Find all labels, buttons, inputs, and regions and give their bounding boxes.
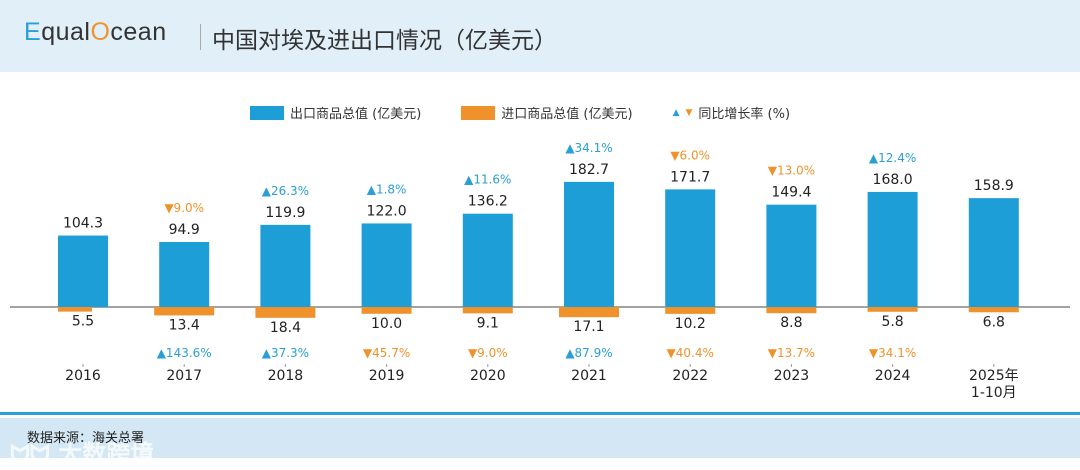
import-growth-label: ▲37.3% [262,346,309,360]
export-bar [462,213,513,307]
import-bar [58,307,92,312]
export-growth-label: ▼6.0% [670,148,710,162]
import-growth-label: ▼45.7% [363,346,410,360]
x-tick-label: 2022 [672,368,708,384]
export-growth-label: ▲34.1% [565,141,612,155]
import-bar [559,307,619,318]
data-source: 数据来源：海关总署 [27,431,145,446]
import-growth-label: ▼9.0% [468,346,508,360]
import-value-label: 8.8 [780,315,802,331]
export-value-label: 104.3 [63,216,103,232]
chart: 104.3 5.5 2016 94.9 ▼9.0% 13.4 ▲143.6% 2017 119.… [10,141,1070,401]
import-bar [462,307,513,314]
export-bar [665,189,716,307]
export-value-label: 136.2 [468,194,508,210]
import-bar [766,307,817,314]
watermark: ᗢᗢ 大数跨境 [10,440,155,468]
x-tick-label: 2023 [774,368,810,384]
export-bar [867,191,918,307]
export-bar [361,223,412,307]
x-tick-label: 2017 [166,368,202,384]
divider [200,24,201,50]
import-growth-label: ▼34.1% [869,346,916,360]
import-bar [867,307,918,312]
import-value-label: 13.4 [169,317,200,333]
export-bar [58,235,108,307]
legend-exports: 出口商品总值 (亿美元) [290,107,422,122]
x-tick-label: 2024 [875,368,911,384]
import-value-label: 5.8 [881,314,903,330]
export-bar [766,204,817,307]
import-bar [154,307,215,316]
export-growth-label: ▼13.0% [768,164,815,178]
import-value-label: 10.2 [675,316,706,332]
export-value-label: 149.4 [771,185,811,201]
footer [0,418,1080,458]
import-bar [361,307,412,314]
export-growth-label: ▲11.6% [464,173,511,187]
import-value-label: 17.1 [573,319,604,335]
import-bar [968,307,1019,313]
legend: 出口商品总值 (亿美元) 进口商品总值 (亿美元) ▲ ▼ 同比增长率 (%) [250,103,790,122]
export-value-label: 182.7 [569,162,609,178]
import-growth-label: ▲143.6% [157,346,212,360]
export-value-label: 94.9 [169,222,200,238]
export-bar [260,224,311,307]
export-bar [564,181,614,307]
import-bar [665,307,716,314]
export-growth-label: ▲12.4% [869,151,916,165]
import-growth-label: ▼40.4% [667,346,714,360]
down-triangle-icon: ▼ [685,107,693,118]
x-tick-label: 2019 [369,368,405,384]
import-growth-label: ▲87.9% [565,346,612,360]
x-tick-label: 2025年 [969,368,1019,384]
export-value-label: 119.9 [265,205,305,221]
import-value-label: 6.8 [983,314,1005,330]
page-title: 中国对埃及进出口情况（亿美元） [212,28,557,54]
equalocean-logo: EqualOcean [24,18,167,46]
x-tick-label: 2020 [470,368,506,384]
import-value-label: 18.4 [270,320,301,336]
legend-growth: 同比增长率 (%) [698,107,791,122]
x-tick-label: 2021 [571,368,607,384]
footer-line [0,412,1080,415]
x-tick-label: 2016 [65,368,101,384]
legend-imports: 进口商品总值 (亿美元) [501,107,633,122]
import-value-label: 9.1 [477,315,499,331]
export-growth-label: ▼9.0% [164,201,204,215]
legend-swatch-exports [250,105,284,120]
import-value-label: 5.5 [72,314,94,330]
import-value-label: 10.0 [371,316,402,332]
export-bar [968,198,1019,307]
import-bar [255,307,316,318]
export-growth-label: ▲26.3% [262,184,309,198]
export-growth-label: ▲1.8% [367,182,407,196]
up-triangle-icon: ▲ [672,107,680,118]
export-value-label: 168.0 [873,172,913,188]
header: EqualOcean 中国对埃及进出口情况（亿美元） [0,0,1080,72]
export-value-label: 158.9 [974,178,1014,194]
export-value-label: 171.7 [670,169,710,185]
export-bar [159,241,210,307]
import-growth-label: ▼13.7% [768,346,815,360]
legend-swatch-imports [461,105,496,120]
export-value-label: 122.0 [367,203,407,219]
x-tick-label: 2018 [268,368,304,384]
x-tick-label: 1-10月 [971,385,1017,401]
